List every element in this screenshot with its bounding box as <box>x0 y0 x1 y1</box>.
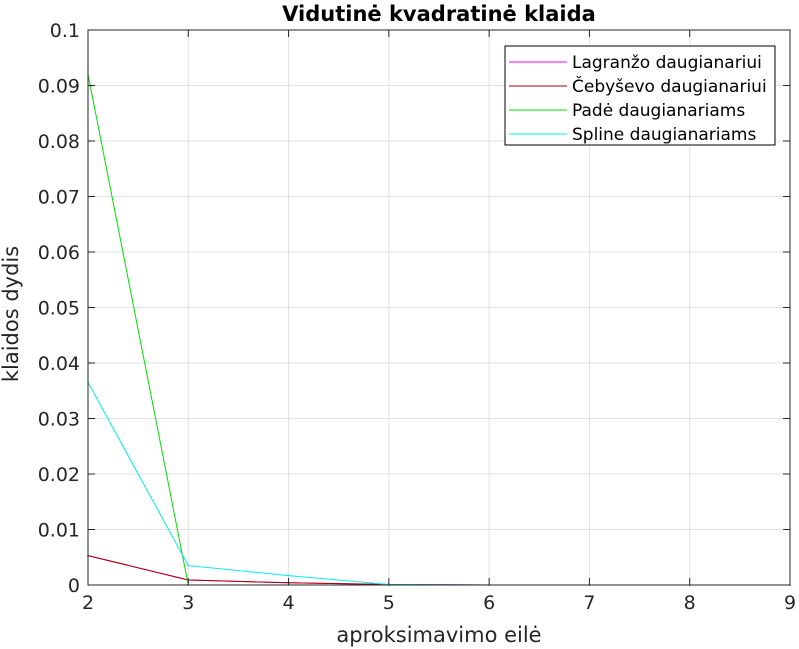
y-tick-label: 0.06 <box>38 242 80 264</box>
y-tick-label: 0.03 <box>38 409 80 431</box>
y-tick-label: 0.09 <box>38 76 80 98</box>
y-tick-label: 0 <box>68 575 80 597</box>
legend-label: Padė daugianariams <box>572 101 745 121</box>
x-axis: 2 3 4 5 6 7 8 9 <box>82 30 796 614</box>
x-tick-label: 7 <box>583 592 595 614</box>
y-tick-label: 0.08 <box>38 131 80 153</box>
chart-title: Vidutinė kvadratinė klaida <box>282 2 596 26</box>
x-tick-label: 6 <box>483 592 495 614</box>
data-point <box>287 574 290 577</box>
x-axis-label: aproksimavimo eilė <box>336 623 541 647</box>
legend-label: Spline daugianariams <box>572 125 756 145</box>
x-tick-label: 8 <box>684 592 696 614</box>
y-axis-label: klaidos dydis <box>0 246 23 382</box>
y-tick-label: 0.07 <box>38 187 80 209</box>
y-tick-label: 0.1 <box>50 20 80 42</box>
y-tick-label: 0.05 <box>38 298 80 320</box>
legend-label: Lagranžo daugianariui <box>572 53 762 73</box>
y-tick-label: 0.01 <box>38 520 80 542</box>
legend-label: Čebyševo daugianariui <box>572 75 767 97</box>
y-axis: 0 0.01 0.02 0.03 0.04 0.05 0.06 0.07 0.08 0.09 0.1 <box>38 20 790 597</box>
grid <box>88 30 790 585</box>
x-tick-label: 4 <box>283 592 295 614</box>
y-tick-label: 0.04 <box>38 353 80 375</box>
data-point <box>187 564 190 567</box>
x-tick-label: 3 <box>182 592 194 614</box>
x-tick-label: 9 <box>784 592 796 614</box>
x-tick-label: 5 <box>383 592 395 614</box>
y-tick-label: 0.02 <box>38 464 80 486</box>
x-tick-label: 2 <box>82 592 94 614</box>
